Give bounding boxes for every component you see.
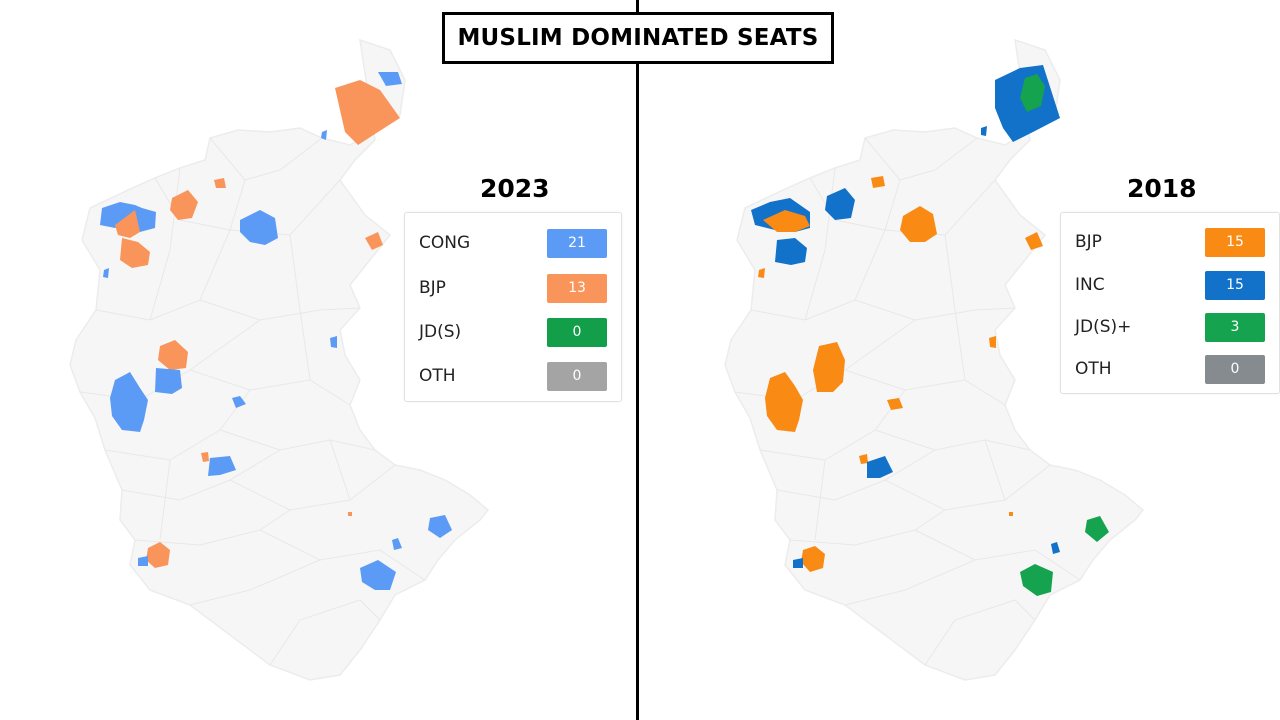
constituencies-2018 bbox=[751, 65, 1109, 596]
seat-bjp bbox=[214, 178, 226, 188]
seat-bjp bbox=[989, 336, 996, 348]
seat-cong bbox=[208, 456, 236, 476]
seat-bjp bbox=[120, 238, 150, 268]
seat-inc bbox=[867, 456, 893, 478]
seat-bjp bbox=[365, 232, 383, 250]
seat-bjp bbox=[765, 372, 803, 432]
seat-inc bbox=[825, 188, 855, 220]
seat-bjp bbox=[335, 80, 400, 145]
seat-inc bbox=[1051, 542, 1060, 554]
legend-label: OTH bbox=[1075, 359, 1112, 379]
seat-bjp bbox=[146, 542, 170, 568]
seat-cong bbox=[392, 538, 402, 550]
legend-count-badge: 21 bbox=[547, 228, 607, 258]
seat-bjp bbox=[170, 190, 198, 220]
seat-bjp bbox=[859, 454, 868, 464]
seat-jds bbox=[1020, 74, 1045, 112]
page-title: MUSLIM DOMINATED SEATS bbox=[442, 12, 834, 64]
seat-cong bbox=[138, 556, 148, 566]
year-label-2018: 2018 bbox=[1127, 174, 1197, 203]
seat-bjp bbox=[801, 546, 825, 572]
seat-bjp bbox=[887, 398, 903, 410]
legend-label: BJP bbox=[419, 278, 446, 298]
district-boundaries bbox=[734, 137, 1081, 666]
seat-bjp bbox=[763, 210, 810, 232]
legend-row-jds: JD(S)+ 3 bbox=[1075, 312, 1265, 342]
seat-cong bbox=[155, 368, 182, 394]
legend-label: JD(S) bbox=[419, 322, 462, 342]
legend-label: BJP bbox=[1075, 232, 1102, 252]
legend-label: OTH bbox=[419, 366, 456, 386]
legend-count-badge: 13 bbox=[547, 273, 607, 303]
legend-row-oth: OTH 0 bbox=[1075, 354, 1265, 384]
seat-bjp bbox=[115, 210, 140, 238]
seat-cong bbox=[240, 210, 278, 245]
seat-inc bbox=[981, 126, 987, 136]
district-boundaries bbox=[79, 137, 426, 666]
legend-row-cong: CONG 21 bbox=[419, 228, 607, 258]
seat-bjp bbox=[1009, 512, 1013, 516]
seat-bjp bbox=[201, 452, 209, 462]
legend-row-oth: OTH 0 bbox=[419, 361, 607, 391]
state-map-2018 bbox=[724, 38, 1145, 681]
seat-cong bbox=[232, 396, 246, 408]
seat-bjp bbox=[1025, 232, 1043, 250]
seat-cong bbox=[103, 268, 109, 278]
seat-cong bbox=[378, 72, 402, 86]
legend-count-badge: 15 bbox=[1205, 270, 1265, 300]
seat-inc bbox=[793, 558, 803, 568]
seat-jds bbox=[1085, 516, 1109, 542]
legend-label: CONG bbox=[419, 233, 471, 253]
seat-cong bbox=[360, 560, 396, 590]
seat-bjp bbox=[158, 340, 188, 370]
seat-inc bbox=[775, 238, 807, 265]
legend-label: INC bbox=[1075, 275, 1105, 295]
legend-count-badge: 3 bbox=[1205, 312, 1265, 342]
year-label-2023: 2023 bbox=[480, 174, 550, 203]
seat-cong bbox=[321, 130, 327, 140]
legend-row-bjp: BJP 15 bbox=[1075, 227, 1265, 257]
legend-count-badge: 0 bbox=[1205, 354, 1265, 384]
constituencies-2023 bbox=[100, 72, 452, 590]
legend-count-badge: 0 bbox=[547, 361, 607, 391]
legend-row-inc: INC 15 bbox=[1075, 270, 1265, 300]
legend-2018: BJP 15 INC 15 JD(S)+ 3 OTH 0 bbox=[1060, 212, 1280, 394]
legend-row-jds: JD(S) 0 bbox=[419, 317, 607, 347]
seat-bjp bbox=[813, 342, 845, 392]
seat-cong bbox=[330, 336, 337, 348]
legend-count-badge: 15 bbox=[1205, 227, 1265, 257]
seat-bjp bbox=[758, 268, 765, 278]
legend-row-bjp: BJP 13 bbox=[419, 273, 607, 303]
seat-jds bbox=[1020, 564, 1053, 596]
legend-2023: CONG 21 BJP 13 JD(S) 0 OTH 0 bbox=[404, 212, 622, 402]
seat-bjp bbox=[871, 176, 885, 188]
legend-count-badge: 0 bbox=[547, 317, 607, 347]
seat-bjp bbox=[348, 512, 352, 516]
panel-divider bbox=[636, 0, 639, 720]
seat-cong bbox=[110, 372, 148, 432]
legend-label: JD(S)+ bbox=[1075, 317, 1132, 337]
seat-cong bbox=[428, 515, 452, 538]
seat-bjp bbox=[900, 206, 937, 242]
state-map-2023 bbox=[69, 38, 490, 681]
